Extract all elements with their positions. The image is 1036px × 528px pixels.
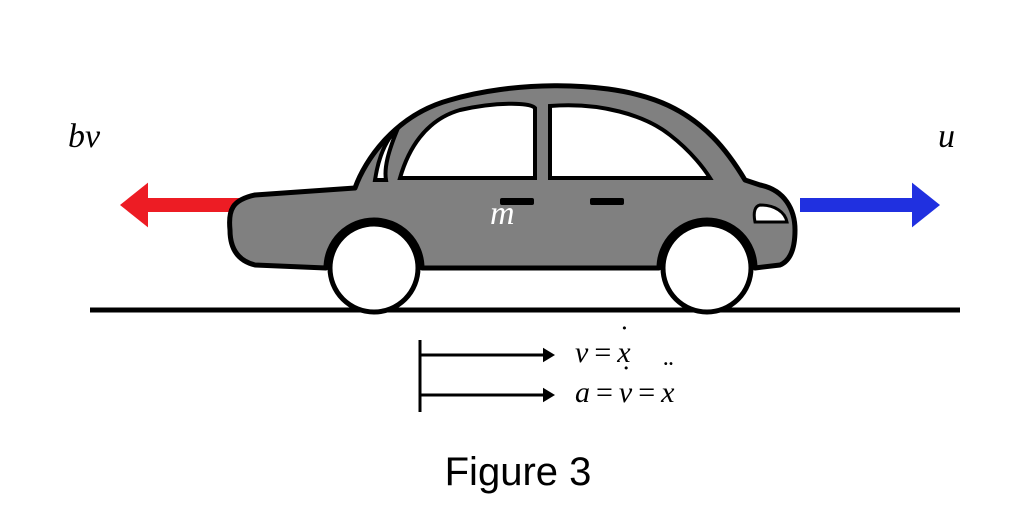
eq2-rhs: ¨ x [661, 378, 674, 408]
eq2-lhs: a [575, 376, 590, 410]
figure-stage: bv u m v = ˙ x a = [0, 0, 1036, 528]
kinematics-eq-2: a = ˙ v = ¨ x [575, 376, 675, 410]
eq1-lhs: v [575, 336, 588, 370]
force-label: u [938, 118, 955, 156]
mass-label: m [490, 195, 515, 233]
eq2-mid: ˙ v [619, 378, 632, 408]
figure-caption: Figure 3 [0, 450, 1036, 495]
drag-label: bv [68, 118, 100, 156]
